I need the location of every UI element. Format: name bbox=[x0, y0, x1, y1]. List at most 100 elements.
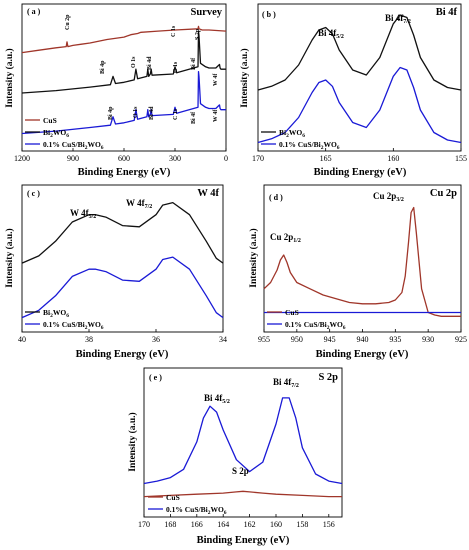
panel-b-x-ticks: 170 165 160 155 bbox=[252, 148, 467, 163]
panel-c-plot bbox=[21, 201, 224, 319]
legend-d-comp: 0.1% CuS/Bi2WO6 bbox=[285, 320, 346, 331]
peak-b-bi4f52: Bi 4f5/2 bbox=[318, 28, 344, 40]
peak-c-w4f52: W 4f5/2 bbox=[70, 208, 96, 220]
panel-c-x-ticks: 40 38 36 34 bbox=[18, 329, 227, 344]
peak-c-w4f72: W 4f7/2 bbox=[126, 198, 152, 210]
series-line-4-1 bbox=[263, 206, 461, 317]
ann-o1s-bwo: O 1s bbox=[131, 56, 137, 68]
x-tick-label: 900 bbox=[67, 154, 79, 163]
panel-e-x-label: Binding Energy (eV) bbox=[197, 535, 290, 546]
panel-e-title: S 2p bbox=[318, 372, 338, 383]
x-tick-label: 0 bbox=[224, 154, 228, 163]
panel-b: ( b ) Bi 4f 170 165 160 155 Binding Energy … bbox=[239, 3, 467, 178]
panel-a-legend: CuS Bi2WO6 0.1% CuS/Bi2WO6 bbox=[25, 116, 104, 151]
ann-bi4f-comp: Bi 4f bbox=[191, 111, 197, 124]
legend-e-comp: 0.1% CuS/Bi2WO6 bbox=[166, 505, 227, 516]
panel-d-y-label: Intensity (a.u.) bbox=[248, 228, 259, 287]
x-tick-label: 1200 bbox=[14, 154, 30, 163]
panel-c-frame bbox=[21, 184, 224, 333]
ann-c1s-bwo: C 1s bbox=[173, 61, 179, 73]
panel-a: ( a ) Survey 1200 900 600 300 0 Binding Ener… bbox=[4, 3, 228, 178]
panel-b-label: ( b ) bbox=[262, 10, 276, 19]
ann-c1s-comp: C 1s bbox=[173, 108, 179, 120]
x-tick-label: 156 bbox=[323, 520, 335, 529]
legend-d-cus: CuS bbox=[285, 308, 299, 317]
panel-e: ( e ) S 2p 170 168 166 164 162 160 158 156 Bind… bbox=[127, 367, 343, 546]
x-tick-label: 950 bbox=[291, 335, 303, 344]
x-tick-label: 940 bbox=[357, 335, 369, 344]
peak-d-cu2p32: Cu 2p3/2 bbox=[373, 191, 404, 203]
series-line-1-3 bbox=[21, 70, 226, 135]
x-tick-label: 930 bbox=[422, 335, 434, 344]
panel-e-plot bbox=[143, 397, 343, 498]
ann-s2p: S 2p bbox=[195, 28, 201, 40]
peak-e-s2p: S 2p bbox=[232, 466, 249, 476]
x-tick-label: 166 bbox=[191, 520, 203, 529]
panel-e-frame bbox=[143, 367, 343, 518]
panel-a-y-label: Intensity (a.u.) bbox=[4, 48, 15, 107]
panel-d-x-ticks: 955 950 945 940 935 930 925 bbox=[258, 329, 467, 344]
x-tick-label: 160 bbox=[387, 154, 399, 163]
x-tick-label: 36 bbox=[152, 335, 160, 344]
x-tick-label: 170 bbox=[138, 520, 150, 529]
panel-a-title: Survey bbox=[191, 7, 223, 18]
series-line-2-2 bbox=[257, 66, 462, 144]
panel-a-x-ticks: 1200 900 600 300 0 bbox=[14, 148, 228, 163]
x-tick-label: 600 bbox=[118, 154, 130, 163]
ann-bi4p-bwo: Bi 4p bbox=[100, 60, 106, 74]
panel-d-legend: CuS 0.1% CuS/Bi2WO6 bbox=[267, 308, 346, 331]
ann-cu2p: Cu 2p bbox=[65, 14, 71, 30]
panel-e-x-ticks: 170 168 166 164 162 160 158 156 bbox=[138, 514, 335, 529]
legend-a-comp: 0.1% CuS/Bi2WO6 bbox=[43, 140, 104, 151]
panel-b-legend: Bi2WO6 0.1% CuS/Bi2WO6 bbox=[261, 128, 340, 151]
legend-a-cus: CuS bbox=[43, 116, 57, 125]
panel-a-plot bbox=[21, 25, 227, 135]
ann-bi4d-bwo: Bi 4d bbox=[147, 56, 153, 70]
ann-w4f-comp: W 4f bbox=[213, 109, 219, 122]
peak-e-bi4f72: Bi 4f7/2 bbox=[273, 377, 299, 389]
panel-b-plot bbox=[257, 14, 462, 144]
panel-a-x-label: Binding Energy (eV) bbox=[78, 167, 171, 178]
x-tick-label: 164 bbox=[217, 520, 229, 529]
legend-b-comp: 0.1% CuS/Bi2WO6 bbox=[279, 140, 340, 151]
panel-e-label: ( e ) bbox=[149, 373, 162, 382]
x-tick-label: 935 bbox=[389, 335, 401, 344]
x-tick-label: 170 bbox=[252, 154, 264, 163]
legend-c-bwo: Bi2WO6 bbox=[43, 308, 69, 319]
panel-d-title: Cu 2p bbox=[430, 188, 457, 199]
panel-c-title: W 4f bbox=[197, 188, 219, 199]
panel-d: ( d ) Cu 2p 955 950 945 940 935 930 925 Bindin… bbox=[248, 184, 467, 360]
peak-d-cu2p12: Cu 2p1/2 bbox=[270, 232, 301, 244]
x-tick-label: 300 bbox=[169, 154, 181, 163]
panel-a-label: ( a ) bbox=[27, 7, 41, 16]
x-tick-label: 160 bbox=[270, 520, 282, 529]
x-tick-label: 162 bbox=[244, 520, 256, 529]
peak-e-bi4f52: Bi 4f5/2 bbox=[204, 393, 230, 405]
ann-bi4p-comp: Bi 4p bbox=[108, 106, 114, 120]
x-tick-label: 40 bbox=[18, 335, 26, 344]
panel-e-legend: CuS 0.1% CuS/Bi2WO6 bbox=[148, 493, 227, 516]
series-line-3-2 bbox=[21, 256, 224, 319]
x-tick-label: 158 bbox=[296, 520, 308, 529]
series-line-5-1 bbox=[143, 490, 342, 498]
panel-b-y-label: Intensity (a.u.) bbox=[239, 48, 250, 107]
ann-bi4d-comp: Bi 4d bbox=[149, 106, 155, 120]
x-tick-label: 165 bbox=[320, 154, 332, 163]
panel-d-label: ( d ) bbox=[269, 193, 283, 202]
legend-b-bwo: Bi2WO6 bbox=[279, 128, 305, 139]
panel-b-title: Bi 4f bbox=[436, 7, 458, 18]
panel-d-plot bbox=[263, 206, 461, 317]
series-line-5-2 bbox=[143, 397, 343, 485]
panel-b-frame bbox=[257, 3, 462, 152]
panel-c: ( c ) W 4f 40 38 36 34 Binding Energy (eV) … bbox=[4, 184, 227, 360]
panel-c-legend: Bi2WO6 0.1% CuS/Bi2WO6 bbox=[25, 308, 104, 331]
panel-d-x-label: Binding Energy (eV) bbox=[316, 349, 409, 360]
legend-e-cus: CuS bbox=[166, 493, 180, 502]
x-tick-label: 925 bbox=[455, 335, 467, 344]
legend-c-comp: 0.1% CuS/Bi2WO6 bbox=[43, 320, 104, 331]
series-line-1-2 bbox=[21, 30, 226, 94]
x-tick-label: 155 bbox=[455, 154, 467, 163]
panel-c-x-label: Binding Energy (eV) bbox=[76, 349, 169, 360]
legend-a-bwo: Bi2WO6 bbox=[43, 128, 69, 139]
